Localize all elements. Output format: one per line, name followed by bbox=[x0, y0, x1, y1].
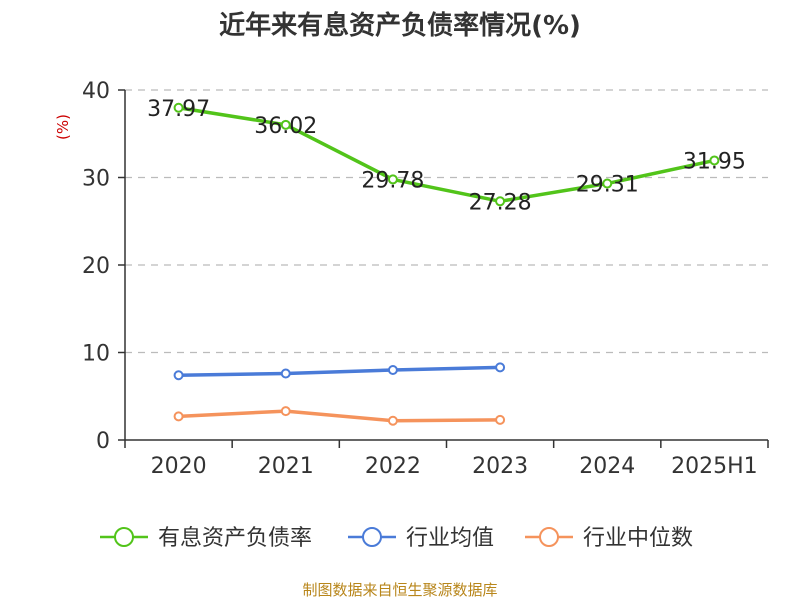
data-point bbox=[387, 174, 398, 185]
y-tick-label: 20 bbox=[82, 254, 110, 279]
legend-marker bbox=[539, 527, 559, 547]
data-label: 29.31 bbox=[576, 173, 639, 198]
grid-lines bbox=[125, 89, 768, 354]
chart-title: 近年来有息资产负债率情况(%) bbox=[219, 10, 581, 41]
data-label: 29.78 bbox=[361, 168, 424, 193]
data-point bbox=[387, 365, 398, 375]
legend-label: 有息资产负债率 bbox=[158, 526, 312, 551]
data-label: 36.02 bbox=[254, 114, 317, 139]
y-tick-label: 0 bbox=[96, 429, 110, 454]
legend-marker bbox=[114, 527, 134, 547]
x-tick-label: 2020 bbox=[151, 454, 207, 479]
series-line-2 bbox=[178, 409, 501, 423]
source-note: 制图数据来自恒生聚源数据库 bbox=[302, 581, 497, 599]
data-point bbox=[280, 119, 291, 130]
data-label: 31.95 bbox=[683, 149, 746, 174]
y-tick-label: 10 bbox=[82, 342, 110, 367]
data-point bbox=[495, 414, 506, 425]
series-line-1 bbox=[178, 365, 501, 377]
data-label: 37.97 bbox=[147, 97, 210, 122]
data-labels: 37.97 36.02 29.78 27.28 29.31 31.95 bbox=[147, 97, 746, 216]
data-point bbox=[709, 155, 720, 166]
y-axis-label: (%) bbox=[54, 114, 72, 140]
x-tick-label: 2023 bbox=[472, 454, 528, 479]
legend: 有息资产负债率 行业均值 行业中位数 bbox=[100, 526, 693, 551]
x-tick-label: 2022 bbox=[365, 454, 421, 479]
y-tick-label: 30 bbox=[82, 167, 110, 192]
data-point bbox=[173, 411, 184, 422]
x-tick-label: 2025H1 bbox=[671, 454, 758, 479]
series-line-0 bbox=[178, 106, 715, 204]
data-point bbox=[280, 406, 291, 417]
x-tick-label: 2021 bbox=[258, 454, 314, 479]
data-point bbox=[280, 368, 291, 379]
y-tick-label: 40 bbox=[82, 79, 110, 104]
legend-label: 行业中位数 bbox=[583, 526, 693, 551]
data-point bbox=[602, 178, 613, 189]
data-point bbox=[173, 102, 184, 113]
x-tick-label: 2024 bbox=[579, 454, 635, 479]
data-point bbox=[387, 415, 398, 426]
data-label: 27.28 bbox=[469, 190, 532, 215]
data-point bbox=[495, 362, 506, 373]
axes: 0 10 20 30 40 2020 2021 2022 2023 2024 2025H1 bbox=[82, 79, 769, 479]
legend-label: 行业均值 bbox=[406, 526, 494, 551]
series-lines bbox=[173, 102, 720, 426]
legend-marker bbox=[362, 527, 382, 547]
data-point bbox=[495, 196, 506, 207]
data-point bbox=[173, 370, 184, 381]
